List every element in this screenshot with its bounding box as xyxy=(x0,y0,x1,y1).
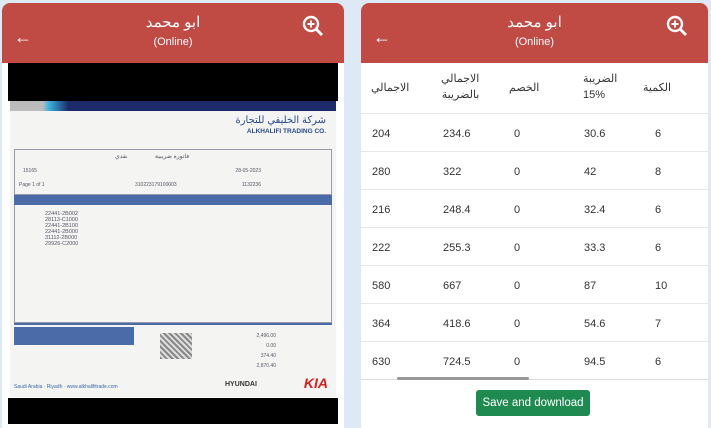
cell-total: 222 xyxy=(372,242,391,254)
cell-total-with-tax: 667 xyxy=(443,280,462,292)
header: ابو محمد (Online) ← xyxy=(361,3,708,63)
horizontal-scrollbar[interactable] xyxy=(397,377,529,380)
contact-name: ابو محمد xyxy=(145,14,201,31)
cell-discount: 0 xyxy=(514,242,521,254)
contact-status: (Online) xyxy=(514,36,555,48)
company-name-ar: شركة الخليفي للتجارة xyxy=(235,115,326,126)
contact-name: ابو محمد xyxy=(507,14,562,31)
cell-tax: 33.3 xyxy=(584,242,606,254)
table-row[interactable]: 364 418.6 0 54.6 7 xyxy=(361,303,708,341)
cell-qty: 6 xyxy=(655,204,662,216)
col-tax: الضريبة 15% xyxy=(583,71,617,103)
cell-qty: 8 xyxy=(655,166,662,178)
contact-status: (Online) xyxy=(153,36,193,48)
cell-total-with-tax: 234.6 xyxy=(443,128,471,140)
col-discount: الخصم xyxy=(509,82,540,94)
zoom-in-icon[interactable] xyxy=(666,15,688,42)
qr-code xyxy=(160,333,192,359)
doc-type: فاتورة ضريبية xyxy=(155,154,190,160)
cell-total-with-tax: 248.4 xyxy=(443,204,471,216)
invoice-total: 2,496.00 xyxy=(256,333,276,339)
cell-tax: 42 xyxy=(584,166,597,178)
col-total: الاجمالي xyxy=(371,82,410,94)
cell-total-with-tax: 418.6 xyxy=(443,318,471,330)
company-name-en: ALKHALIFI TRADING CO. xyxy=(246,128,326,135)
col-tax-rate: 15% xyxy=(583,89,606,101)
cell-qty: 7 xyxy=(655,318,662,330)
part-number: 28113-C1000 xyxy=(45,217,78,223)
image-border-bottom xyxy=(8,398,338,424)
table-row[interactable]: 630 724.5 0 94.5 6 xyxy=(361,341,708,379)
cell-discount: 0 xyxy=(514,204,521,216)
invoice-vat: 374.40 xyxy=(260,353,276,359)
cell-discount: 0 xyxy=(514,356,521,368)
cell-total-with-tax: 724.5 xyxy=(443,356,471,368)
company-website: Saudi Arabia · Riyadh · www.alkhalifitra… xyxy=(14,384,118,390)
cell-tax: 30.6 xyxy=(584,128,606,140)
hyundai-logo: HYUNDAI xyxy=(225,381,257,388)
vat-number: 310223179100003 xyxy=(135,182,177,188)
cell-total: 280 xyxy=(372,166,391,178)
customer-number: 1132236 xyxy=(241,182,261,188)
invoice-table-panel: ابو محمد (Online) ← الكمية الضريبة 15% ال… xyxy=(361,3,708,428)
cell-discount: 0 xyxy=(514,166,521,178)
page-count: Page 1 of 1 xyxy=(19,182,45,188)
part-number: 31112-2B000 xyxy=(45,235,78,241)
col-total-with-tax-1: الاجمالي xyxy=(441,73,480,85)
cell-qty: 6 xyxy=(655,356,662,368)
col-total-with-tax: الاجمالي بالضريبة xyxy=(441,71,479,103)
cell-discount: 0 xyxy=(514,318,521,330)
cell-total: 216 xyxy=(372,204,391,216)
invoice-image[interactable]: شركة الخليفي للتجارة ALKHALIFI TRADING C… xyxy=(10,101,336,397)
cell-qty: 10 xyxy=(655,280,668,292)
cell-qty: 6 xyxy=(655,242,662,254)
col-qty: الكمية xyxy=(643,82,672,94)
back-arrow-icon[interactable]: ← xyxy=(14,27,32,47)
part-number: 22441-2B100 xyxy=(45,223,79,229)
cell-tax: 94.5 xyxy=(584,356,606,368)
zoom-in-icon[interactable] xyxy=(302,15,324,42)
col-tax-label: الضريبة xyxy=(583,73,618,85)
table-row[interactable]: 216 248.4 0 32.4 6 xyxy=(361,189,708,227)
invoice-discount: 0.00 xyxy=(266,343,276,349)
cell-tax: 87 xyxy=(584,280,597,292)
invoice-date: 28-05-2023 xyxy=(235,168,261,174)
part-number: 22441-2B000 xyxy=(45,229,79,235)
table-row[interactable]: 204 234.6 0 30.6 6 xyxy=(361,113,708,151)
back-arrow-icon[interactable]: ← xyxy=(373,27,391,47)
header: ابو محمد (Online) ← xyxy=(2,3,344,63)
cell-discount: 0 xyxy=(514,128,521,140)
table-row[interactable]: 222 255.3 0 33.3 6 xyxy=(361,227,708,265)
image-border-top xyxy=(8,63,338,101)
invoice-grand-total: 2,870.40 xyxy=(256,363,276,369)
cell-tax: 32.4 xyxy=(584,204,606,216)
cell-total: 630 xyxy=(372,356,391,368)
cell-tax: 54.6 xyxy=(584,318,606,330)
payment-type: نقدي xyxy=(115,154,128,160)
table-row[interactable]: 280 322 0 42 8 xyxy=(361,151,708,189)
part-number: 29926-C2000 xyxy=(45,241,79,247)
cell-total: 204 xyxy=(372,128,391,140)
invoice-image-panel: ابو محمد (Online) ← شركة الخليفي للتجارة… xyxy=(2,3,344,428)
save-and-download-button[interactable]: Save and download xyxy=(476,390,590,416)
kia-logo: KIA xyxy=(303,375,328,391)
cell-qty: 6 xyxy=(655,128,662,140)
cell-total: 364 xyxy=(372,318,391,330)
table-row[interactable]: 580 667 0 87 10 xyxy=(361,265,708,303)
cell-total-with-tax: 255.3 xyxy=(443,242,471,254)
cell-total-with-tax: 322 xyxy=(443,166,462,178)
cell-total: 580 xyxy=(372,280,391,292)
col-total-with-tax-2: بالضريبة xyxy=(441,89,480,101)
cell-discount: 0 xyxy=(514,280,521,292)
invoice-no: 15165 xyxy=(23,168,37,174)
part-number: 22441-2B002 xyxy=(45,211,79,217)
